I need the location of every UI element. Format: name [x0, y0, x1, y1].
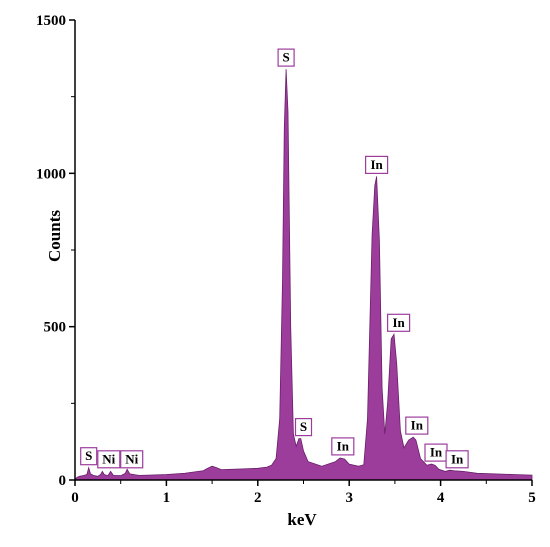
peak-label-text: In [430, 445, 443, 460]
peak-label-box [120, 450, 144, 469]
plot-area [74, 69, 533, 481]
peak-label-text: Ni [125, 451, 138, 466]
peak-label-text: S [282, 50, 289, 65]
peak-label-3: S [277, 48, 295, 67]
peak-label-box [294, 418, 313, 437]
peak-annotations: S Ni Ni S S In In In In In In [80, 48, 469, 469]
x-tick-label-5: 5 [528, 490, 536, 506]
peak-label-9: In [424, 443, 448, 462]
peak-label-text: S [300, 419, 307, 434]
peak-label-1: Ni [97, 450, 121, 469]
peak-label-box [365, 155, 389, 174]
peak-label-box [277, 48, 295, 67]
x-tick-label-1: 1 [163, 490, 171, 506]
peak-label-8: In [405, 416, 429, 435]
peak-label-6: In [365, 155, 389, 174]
y-tick-label-1: 500 [44, 320, 67, 336]
y-tick-label-3: 1500 [36, 13, 66, 29]
peak-label-text: In [370, 157, 383, 172]
peak-label-box [387, 313, 411, 332]
peak-label-text: In [411, 418, 424, 433]
axes: 0 1 2 3 4 5 0 500 1000 1500 [36, 13, 536, 506]
x-tick-label-4: 4 [437, 490, 445, 506]
peak-label-text: In [337, 438, 350, 453]
peak-label-text: In [392, 315, 405, 330]
x-tick-label-0: 0 [71, 490, 79, 506]
peak-label-text: Ni [102, 451, 115, 466]
x-tick-label-2: 2 [254, 490, 262, 506]
peak-label-0: S [80, 447, 98, 466]
peak-label-5: In [331, 437, 355, 456]
peak-label-box [97, 450, 121, 469]
peak-label-2: Ni [120, 450, 144, 469]
y-tick-label-2: 1000 [36, 166, 66, 182]
x-axis-label: keV [287, 510, 317, 529]
y-axis-label: Counts [45, 210, 64, 262]
peak-label-text: In [451, 451, 464, 466]
peak-label-4: S [294, 418, 313, 437]
peak-label-7: In [387, 313, 411, 332]
peak-label-text: S [85, 448, 92, 463]
y-tick-label-0: 0 [59, 473, 67, 489]
peak-label-box [445, 450, 469, 469]
peak-label-10: In [445, 450, 469, 469]
peak-label-box [331, 437, 355, 456]
spectrum-area-0 [74, 69, 533, 481]
peak-label-box [405, 416, 429, 435]
x-tick-label-3: 3 [345, 490, 353, 506]
peak-label-box [80, 447, 98, 466]
